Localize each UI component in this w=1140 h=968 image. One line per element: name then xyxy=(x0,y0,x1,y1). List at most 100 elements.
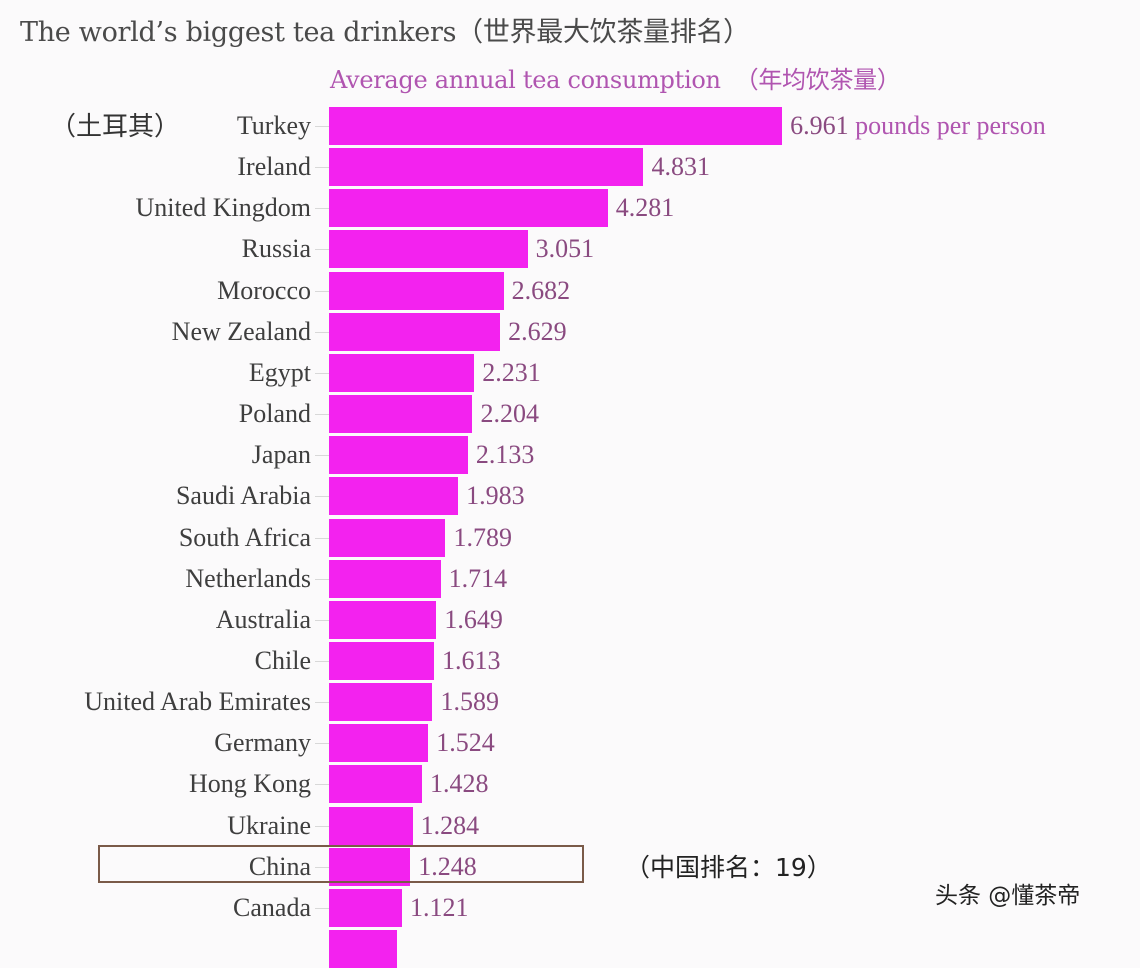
value-unit: pounds per person xyxy=(848,111,1046,140)
category-label: Netherlands xyxy=(185,563,311,593)
axis-tick xyxy=(315,537,329,539)
category-label: New Zealand xyxy=(171,316,311,346)
chart-subtitle: Average annual tea consumption （年均饮茶量） xyxy=(330,60,901,95)
bar-row: Germany 1.524 xyxy=(0,724,1140,763)
value-label: 1.649 xyxy=(444,601,503,639)
category-label: Japan xyxy=(251,440,311,470)
value-number: 1.789 xyxy=(453,522,512,552)
bar-row: Saudi Arabia 1.983 xyxy=(0,477,1140,516)
bar xyxy=(329,353,475,392)
value-number: 2.682 xyxy=(511,275,571,305)
chart-title: The world’s biggest tea drinkers（世界最大饮茶量… xyxy=(20,17,750,48)
axis-tick xyxy=(315,249,329,251)
axis-tick xyxy=(315,743,329,745)
value-number: 1.983 xyxy=(466,481,525,511)
axis-tick xyxy=(315,331,329,333)
axis-tick xyxy=(315,208,329,210)
bar xyxy=(329,518,446,557)
bar-row: Turkey 6.961 pounds per person xyxy=(0,107,1140,145)
axis-tick xyxy=(315,702,329,704)
value-number: 1.284 xyxy=(420,810,480,840)
category-label: Ireland xyxy=(237,152,311,182)
bar-row-cropped xyxy=(0,930,1140,968)
value-label: 1.121 xyxy=(410,889,469,927)
category-label: Poland xyxy=(238,399,311,429)
bar-row: Canada 1.121 xyxy=(0,888,1140,927)
value-number: 1.589 xyxy=(440,687,499,717)
bar xyxy=(329,148,644,187)
value-label: 1.524 xyxy=(436,724,495,762)
value-number: 1.248 xyxy=(418,851,477,881)
value-label: 1.613 xyxy=(442,642,501,680)
value-label: 2.133 xyxy=(476,436,535,474)
value-number: 1.121 xyxy=(409,892,469,922)
bar xyxy=(329,107,783,145)
value-number: 2.133 xyxy=(475,440,535,470)
value-label: 1.983 xyxy=(466,477,525,515)
bar xyxy=(329,930,397,968)
bar-row: Russia 3.051 xyxy=(0,230,1140,269)
bar-row: China 1.248 xyxy=(0,847,1140,886)
value-label: 2.231 xyxy=(482,354,541,392)
bar-row: Ireland 4.831 xyxy=(0,148,1140,187)
value-label: 1.589 xyxy=(440,683,499,721)
bar-row: Morocco 2.682 xyxy=(0,271,1140,310)
china-rank-annotation: （中国排名：19） xyxy=(625,853,832,882)
bar xyxy=(329,395,473,434)
value-number: 1.524 xyxy=(436,728,495,758)
axis-tick xyxy=(315,660,329,662)
subtitle-en: Average annual tea consumption xyxy=(330,66,721,94)
value-label: 1.714 xyxy=(449,560,508,598)
bar xyxy=(329,724,429,763)
value-number: 3.051 xyxy=(535,234,595,264)
category-label: Saudi Arabia xyxy=(175,481,311,511)
axis-tick xyxy=(315,578,329,580)
bar xyxy=(329,189,608,228)
category-label: Egypt xyxy=(248,357,311,387)
value-label: 1.284 xyxy=(421,807,480,845)
category-label: China xyxy=(248,851,311,881)
category-label: Russia xyxy=(241,234,311,264)
category-label: Chile xyxy=(254,645,311,675)
bar xyxy=(329,271,504,310)
axis-tick xyxy=(315,496,329,498)
value-number: 2.231 xyxy=(482,357,541,387)
bar-row: South Africa 1.789 xyxy=(0,518,1140,557)
value-number: 4.281 xyxy=(615,193,675,223)
value-label: 3.051 xyxy=(536,230,595,268)
category-label: Turkey xyxy=(236,111,311,140)
value-number: 2.204 xyxy=(480,399,539,429)
value-label: 1.248 xyxy=(418,848,477,886)
axis-tick xyxy=(315,866,329,868)
axis-tick xyxy=(315,619,329,621)
bar xyxy=(329,600,437,639)
category-label: Canada xyxy=(233,892,311,922)
axis-tick xyxy=(315,126,329,127)
value-number: 4.831 xyxy=(651,152,710,182)
subtitle-cn: （年均饮茶量） xyxy=(734,66,901,94)
category-label: Morocco xyxy=(217,275,311,305)
bar-row: Japan 2.133 xyxy=(0,436,1140,475)
value-number: 1.428 xyxy=(429,769,489,799)
value-label: 1.428 xyxy=(430,765,489,803)
axis-tick xyxy=(315,414,329,416)
category-label: Germany xyxy=(214,728,311,758)
bar xyxy=(329,641,434,680)
category-label: South Africa xyxy=(178,522,311,552)
bar xyxy=(329,559,441,598)
value-label: 1.789 xyxy=(453,519,512,557)
value-number: 1.613 xyxy=(442,645,501,675)
bar xyxy=(329,477,459,516)
bar xyxy=(329,436,468,475)
value-label: 2.204 xyxy=(480,395,539,433)
value-number: 1.714 xyxy=(448,563,508,593)
bar xyxy=(329,312,501,351)
bar-row: Egypt 2.231 xyxy=(0,353,1140,392)
bar-row: Netherlands 1.714 xyxy=(0,559,1140,598)
bar-row: Ukraine 1.284 xyxy=(0,806,1140,845)
axis-tick xyxy=(315,455,329,457)
category-label: Australia xyxy=(215,604,311,634)
bar xyxy=(329,230,528,269)
bar-row: Chile 1.613 xyxy=(0,641,1140,680)
bar xyxy=(329,765,422,804)
